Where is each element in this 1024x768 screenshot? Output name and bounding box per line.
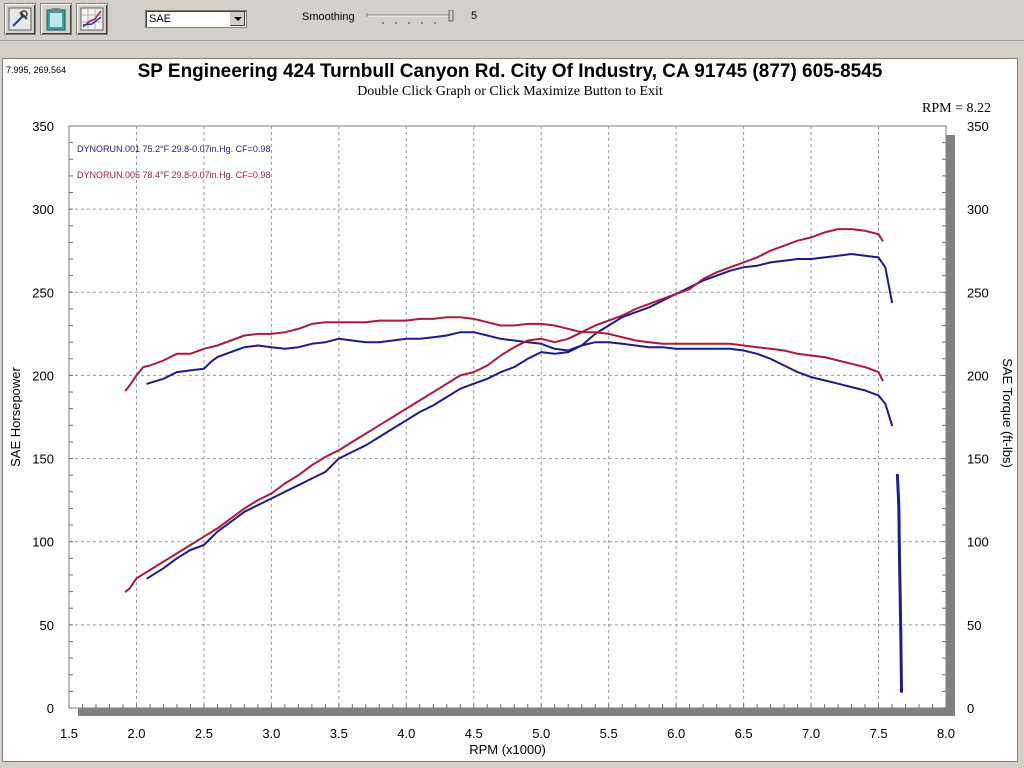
tools-icon — [8, 7, 32, 31]
x-tick-label: 7.0 — [802, 726, 820, 741]
correction-select-value: SAE — [149, 13, 172, 25]
plot-area — [68, 125, 947, 709]
chart-title: SP Engineering 424 Turnbull Canyon Rd. C… — [137, 61, 883, 82]
y-tick-label-left: 0 — [47, 701, 54, 716]
x-tick-label: 6.5 — [735, 726, 753, 741]
legend-entry: DYNORUN.001 75.2°F 29.8-0.07in.Hg. CF=0.… — [77, 144, 270, 154]
legend-entry: DYNORUN.005 78.4°F 29.8-0.07in.Hg. CF=0.… — [77, 170, 270, 180]
x-tick-label: 1.5 — [60, 726, 78, 741]
y-axis-label-right: SAE Torque (ft-lbs) — [1000, 358, 1015, 468]
tick-labels: 1.5 2.0 2.5 3.0 3.5 4.0 4.5 5.0 5.5 6.0 6.5 7.0 7.5 8… — [32, 119, 988, 741]
series-line-2 — [146, 331, 893, 427]
rpm-readout: RPM = 8.22 — [922, 101, 991, 116]
legend: DYNORUN.001 75.2°F 29.8-0.07in.Hg. CF=0.… — [77, 144, 270, 180]
series-lines — [124, 228, 903, 693]
series-line-3 — [124, 228, 884, 593]
chevron-down-icon[interactable] — [229, 12, 245, 26]
y-tick-label-left: 200 — [32, 368, 54, 383]
toolbar: SAE Smoothing 5 — [0, 0, 1024, 41]
x-tick-label: 7.5 — [869, 726, 887, 741]
x-tick-label: 3.5 — [330, 726, 348, 741]
series-line-1 — [146, 253, 893, 580]
y-tick-label-right: 100 — [967, 535, 989, 550]
y-tick-label-right: 0 — [967, 701, 974, 716]
smoothing-label: Smoothing — [302, 11, 355, 23]
plot-shadow-right — [946, 135, 955, 716]
minor-ticks — [68, 125, 947, 709]
y-tick-label-right: 50 — [967, 618, 981, 633]
graph-settings-button[interactable] — [76, 3, 108, 35]
clipboard-icon — [46, 8, 66, 31]
y-tick-label-right: 150 — [967, 452, 989, 467]
y-tick-label-left: 350 — [32, 119, 54, 134]
chart-subtitle: Double Click Graph or Click Maximize But… — [357, 84, 663, 99]
x-tick-label: 4.0 — [397, 726, 415, 741]
y-tick-label-right: 350 — [967, 119, 989, 134]
series-line-5 — [895, 473, 903, 693]
correction-select[interactable]: SAE — [145, 10, 247, 28]
series-line-4 — [124, 316, 884, 392]
graph-settings-icon — [80, 7, 104, 31]
y-tick-label-right: 300 — [967, 202, 989, 217]
plot-shadow-bottom — [78, 708, 955, 716]
cursor-readout: 7.995, 269.564 — [6, 65, 67, 75]
x-tick-label: 3.0 — [262, 726, 280, 741]
x-tick-label: 6.0 — [667, 726, 685, 741]
y-tick-label-left: 50 — [40, 618, 54, 633]
y-tick-label-left: 250 — [32, 285, 54, 300]
y-axis-label: SAE Horsepower — [8, 366, 23, 466]
x-tick-label: 2.5 — [195, 726, 213, 741]
x-tick-label: 2.0 — [127, 726, 145, 741]
x-tick-label: 8.0 — [937, 726, 955, 741]
y-tick-label-left: 100 — [32, 535, 54, 550]
slider-thumb[interactable] — [448, 10, 454, 22]
y-tick-label-right: 200 — [967, 368, 989, 383]
y-tick-label-right: 250 — [967, 285, 989, 300]
smoothing-value: 5 — [471, 10, 478, 22]
y-tick-label-left: 300 — [32, 202, 54, 217]
x-tick-label: 5.5 — [600, 726, 618, 741]
grid — [69, 126, 946, 708]
x-axis-label: RPM (x1000) — [469, 742, 546, 757]
y-tick-label-left: 150 — [32, 452, 54, 467]
clipboard-button[interactable] — [40, 3, 72, 35]
x-tick-label: 4.5 — [465, 726, 483, 741]
x-tick-label: 5.0 — [532, 726, 550, 741]
tools-button[interactable] — [4, 3, 36, 35]
smoothing-slider[interactable] — [366, 10, 454, 26]
